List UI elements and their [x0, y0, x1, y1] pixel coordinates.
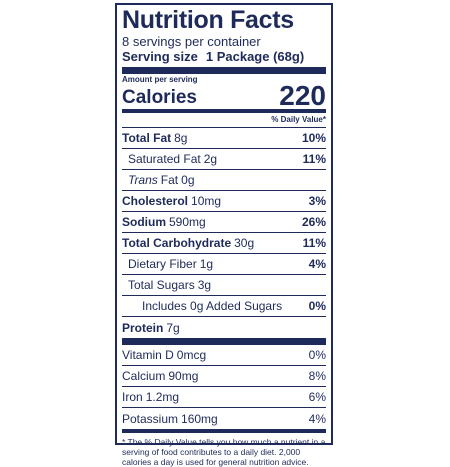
vitamin-row-iron: Iron 1.2mg 6% [122, 387, 326, 408]
vitamin-amount: 1.2mg [145, 390, 180, 404]
nutrient-name: Saturated Fat [128, 152, 201, 166]
vitamin-row-vitamin-d: Vitamin D 0mcg 0% [122, 345, 326, 366]
vitamin-dv: 6% [308, 390, 326, 404]
nutrient-dv: 11% [302, 152, 326, 166]
vitamin-row-potassium: Potassium 160mg 4% [122, 408, 326, 429]
medium-divider [122, 109, 326, 113]
vitamin-name: Calcium [122, 369, 166, 383]
calories-value: 220 [279, 80, 326, 111]
daily-value-footnote: * The % Daily Value tells you how much a… [122, 437, 326, 467]
nutrient-name: Total Sugars [128, 278, 195, 292]
serving-size-value: 1 Package (68g) [205, 49, 305, 64]
vitamin-name: Vitamin D [122, 348, 174, 362]
vitamin-dv: 0% [308, 348, 326, 362]
thick-divider [122, 67, 326, 74]
vitamin-row-calcium: Calcium 90mg 8% [122, 366, 326, 387]
vitamin-amount: 0mcg [176, 348, 207, 362]
nutrient-amount: 0g [181, 173, 195, 187]
vitamin-dv: 4% [308, 411, 326, 426]
serving-size-label: Serving size [122, 49, 198, 64]
nutrient-name: Sodium [122, 215, 166, 229]
nutrient-dv: 11% [302, 236, 326, 250]
vitamin-dv: 8% [308, 369, 326, 383]
nutrient-dv: 4% [308, 257, 326, 271]
nutrient-name: Cholesterol [122, 194, 189, 208]
nutrient-name: Total Carbohydrate [122, 236, 232, 250]
nutrient-name: Total Fat [122, 131, 172, 145]
nutrient-row-sodium: Sodium 590mg 26% [122, 212, 326, 233]
nutrient-amount: 2g [203, 152, 218, 166]
calories-label: Calories [122, 87, 197, 108]
nutrition-facts-label: Nutrition Facts 8 servings per container… [115, 3, 333, 467]
nutrient-row-trans-fat: Trans Fat 0g [122, 170, 326, 191]
nutrient-name: Dietary Fiber [128, 257, 197, 271]
nutrient-dv: 26% [301, 215, 326, 229]
thick-divider-vitamins [122, 338, 326, 345]
nutrient-amount: 590mg [169, 215, 206, 229]
nutrient-row-protein: Protein 7g [122, 317, 326, 338]
serving-size-row: Serving size 1 Package (68g) [122, 49, 326, 67]
nutrient-row-saturated-fat: Saturated Fat 2g 11% [122, 149, 326, 170]
nutrient-amount: 8g [174, 131, 188, 145]
amount-per-serving: Amount per serving [122, 75, 198, 84]
nutrient-dv: 3% [308, 194, 326, 208]
nutrient-row-total-fat: Total Fat 8g 10% [122, 128, 326, 149]
nutrient-row-cholesterol: Cholesterol 10mg 3% [122, 191, 326, 212]
nutrient-name-suffix: Fat [160, 173, 179, 187]
vitamin-name: Iron [122, 390, 143, 404]
nutrient-name: Trans [128, 173, 158, 187]
vitamin-amount: 160mg [181, 411, 218, 426]
vitamin-name: Potassium [122, 411, 179, 426]
nutrient-amount: 7g [166, 320, 180, 335]
daily-value-header: % Daily Value* [122, 113, 326, 128]
label-title: Nutrition Facts [122, 6, 294, 34]
nutrient-row-dietary-fiber: Dietary Fiber 1g 4% [122, 254, 326, 275]
nutrient-name: Includes 0g Added Sugars [142, 299, 283, 313]
footnote-divider [122, 429, 326, 433]
nutrient-amount: 30g [234, 236, 255, 250]
servings-per-container: 8 servings per container [122, 34, 261, 49]
nutrient-row-added-sugars: Includes 0g Added Sugars 0% [122, 296, 326, 317]
vitamin-amount: 90mg [168, 369, 199, 383]
nutrient-dv: 0% [308, 299, 326, 313]
nutrient-dv: 10% [301, 131, 326, 145]
nutrient-amount: 10mg [191, 194, 222, 208]
nutrient-name: Protein [122, 320, 164, 335]
nutrient-amount: 1g [199, 257, 214, 271]
nutrient-amount: 3g [197, 278, 212, 292]
calories-row: Calories 220 [122, 80, 326, 111]
nutrient-row-total-carbohydrate: Total Carbohydrate 30g 11% [122, 233, 326, 254]
nutrient-row-total-sugars: Total Sugars 3g [122, 275, 326, 296]
